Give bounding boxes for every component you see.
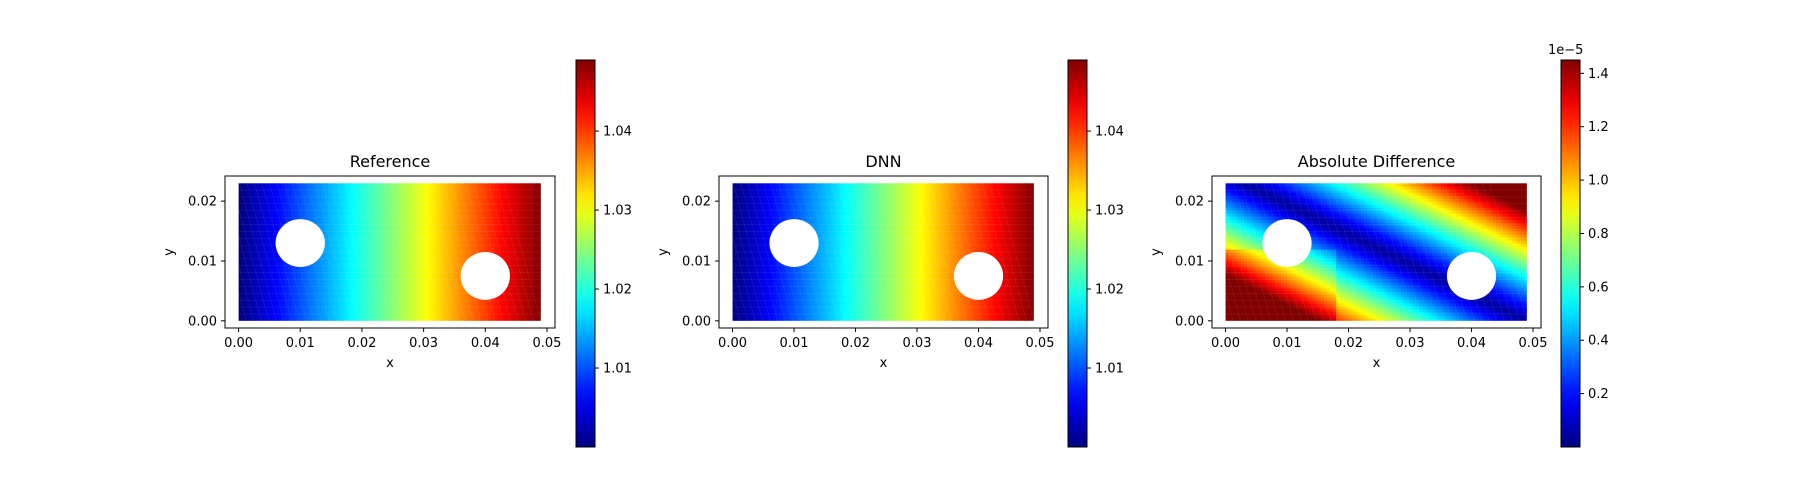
panel-title: Absolute Difference bbox=[1298, 152, 1456, 171]
axes-frame bbox=[718, 175, 1049, 329]
colorbar-3: 0.2 0.4 0.6 0.8 1.0 1.2 1.4 1e−5 bbox=[1548, 43, 1609, 448]
y-tick-label: 0.00 bbox=[682, 314, 711, 329]
colorbar-tick-label: 1.2 bbox=[1588, 120, 1609, 135]
colorbar-tick-label: 1.02 bbox=[1095, 283, 1124, 298]
field-3 bbox=[1225, 183, 1528, 322]
axes-frame bbox=[1211, 175, 1542, 329]
colorbar-tick-label: 1.04 bbox=[603, 125, 632, 140]
y-tick-label: 0.01 bbox=[188, 254, 217, 269]
panel-title: Reference bbox=[350, 152, 431, 171]
colorbar-tick-label: 1.4 bbox=[1588, 67, 1609, 82]
colorbar-tick-label: 1.02 bbox=[603, 283, 632, 298]
x-tick-label: 0.00 bbox=[224, 336, 253, 351]
field-1 bbox=[238, 183, 542, 322]
x-tick-label: 0.04 bbox=[1457, 336, 1486, 351]
panel-2: DNN 0.00 0.01 0.02 0.03 0.04 0.05 0.00 0.01 0.02 x… bbox=[656, 59, 1124, 448]
x-tick-label: 0.05 bbox=[1519, 336, 1548, 351]
y-tick-label: 0.02 bbox=[1175, 195, 1204, 210]
colorbar-tick-label: 0.6 bbox=[1588, 280, 1609, 295]
x-tick-label: 0.02 bbox=[1334, 336, 1363, 351]
y-axis-label: y bbox=[162, 248, 177, 256]
colorbar-tick-label: 1.03 bbox=[1095, 204, 1124, 219]
colorbar-tick-label: 1.0 bbox=[1588, 174, 1609, 189]
axes-frame bbox=[224, 175, 556, 329]
x-axis-label: x bbox=[1373, 356, 1381, 371]
y-tick-label: 0.02 bbox=[682, 195, 711, 210]
x-tick-label: 0.05 bbox=[1026, 336, 1055, 351]
x-tick-label: 0.01 bbox=[1273, 336, 1302, 351]
mesh-2 bbox=[695, 182, 1035, 322]
colorbar-1: 1.01 1.02 1.03 1.04 bbox=[575, 59, 632, 448]
x-tick-label: 0.04 bbox=[964, 336, 993, 351]
x-tick-label: 0.01 bbox=[286, 336, 315, 351]
colorbar-tick-label: 1.01 bbox=[1095, 362, 1124, 377]
y-tick-label: 0.01 bbox=[1175, 254, 1204, 269]
y-tick-label: 0.01 bbox=[682, 254, 711, 269]
x-axis-label: x bbox=[880, 356, 888, 371]
mesh-1 bbox=[201, 182, 542, 322]
x-tick-label: 0.02 bbox=[347, 336, 376, 351]
y-tick-label: 0.02 bbox=[188, 195, 217, 210]
x-tick-label: 0.05 bbox=[533, 336, 562, 351]
colorbar-tick-label: 1.04 bbox=[1095, 125, 1124, 140]
y-tick-label: 0.00 bbox=[1175, 314, 1204, 329]
colorbar-offset-label: 1e−5 bbox=[1548, 43, 1583, 58]
x-tick-label: 0.01 bbox=[780, 336, 809, 351]
colorbar-tick-label: 0.2 bbox=[1588, 387, 1609, 402]
colorbar-tick-label: 1.03 bbox=[603, 204, 632, 219]
x-tick-label: 0.02 bbox=[841, 336, 870, 351]
x-tick-label: 0.04 bbox=[471, 336, 500, 351]
x-tick-label: 0.03 bbox=[903, 336, 932, 351]
panel-3: Absolute Difference 0.00 0.01 0.02 0.03 0.04 0… bbox=[1149, 43, 1609, 448]
x-tick-label: 0.00 bbox=[718, 336, 747, 351]
y-axis-label: y bbox=[656, 248, 671, 256]
colorbar-tick-label: 0.8 bbox=[1588, 227, 1609, 242]
panel-1: Reference 0.00 0.01 0.02 0.03 0.04 0.05 0.00 0.0… bbox=[162, 59, 632, 448]
x-axis-label: x bbox=[386, 356, 394, 371]
mesh-3 bbox=[1188, 182, 1528, 322]
y-tick-label: 0.00 bbox=[188, 314, 217, 329]
x-tick-label: 0.03 bbox=[409, 336, 438, 351]
colorbar-tick-label: 1.01 bbox=[603, 362, 632, 377]
y-axis-label: y bbox=[1149, 248, 1164, 256]
field-2 bbox=[732, 183, 1035, 322]
colorbar-tick-label: 0.4 bbox=[1588, 334, 1609, 349]
panel-title: DNN bbox=[865, 152, 901, 171]
x-tick-label: 0.00 bbox=[1211, 336, 1240, 351]
x-tick-label: 0.03 bbox=[1396, 336, 1425, 351]
colorbar-2: 1.01 1.02 1.03 1.04 bbox=[1067, 59, 1124, 448]
